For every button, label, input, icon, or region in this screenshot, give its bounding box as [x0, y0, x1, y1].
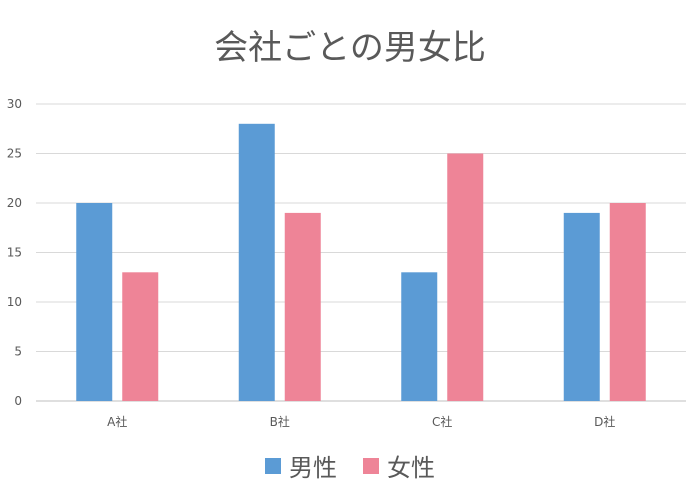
y-tick-label: 0 — [14, 394, 22, 408]
legend-label-male: 男性 — [289, 454, 337, 482]
y-tick-label: 20 — [7, 196, 22, 210]
bar-male-0 — [76, 203, 113, 401]
bar-female-2 — [447, 153, 484, 401]
bar-male-2 — [401, 272, 438, 401]
x-category-label: D社 — [594, 414, 615, 429]
y-tick-label: 10 — [7, 295, 22, 309]
y-tick-label: 30 — [7, 97, 22, 111]
bar-male-1 — [238, 123, 275, 402]
bar-male-3 — [563, 212, 600, 401]
x-category-label: C社 — [432, 414, 452, 429]
chart-title: 会社ごとの男女比 — [214, 28, 486, 68]
y-axis-ticks: 0 5 10 15 20 25 30 — [7, 97, 22, 408]
x-category-label: A社 — [107, 414, 127, 429]
legend-item-female: 女性 — [363, 448, 435, 483]
y-tick-label: 15 — [7, 246, 22, 260]
legend-swatch-male — [265, 457, 281, 474]
legend-swatch-female — [363, 457, 379, 474]
bar-female-1 — [284, 212, 321, 401]
legend-item-male: 男性 — [265, 448, 337, 483]
x-axis-categories: A社 B社 C社 D社 — [107, 414, 615, 429]
bar-female-3 — [609, 203, 646, 401]
bars — [76, 123, 646, 402]
y-tick-label: 25 — [7, 147, 22, 161]
legend-label-female: 女性 — [387, 454, 435, 482]
bar-female-0 — [122, 272, 159, 401]
legend: 男性 女性 — [0, 448, 700, 483]
y-tick-label: 5 — [14, 345, 22, 359]
x-category-label: B社 — [270, 414, 290, 429]
